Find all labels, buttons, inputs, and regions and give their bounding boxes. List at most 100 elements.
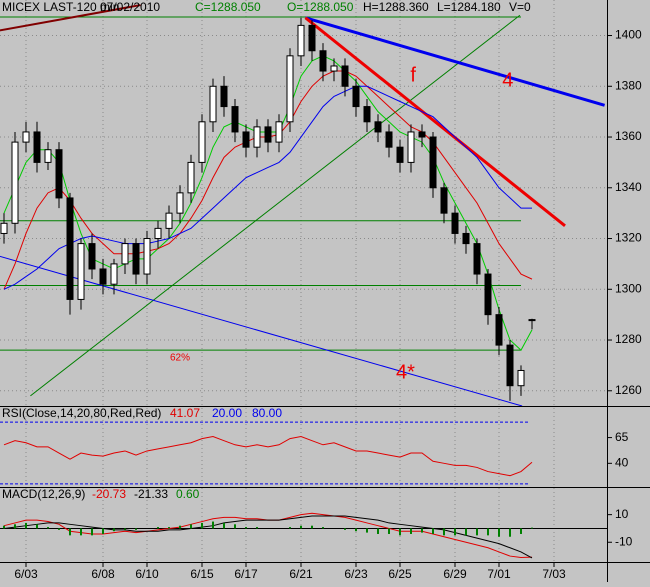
candle-body (429, 136, 437, 189)
candle-body (374, 121, 382, 133)
panel (0, 512, 607, 559)
histogram-bar (311, 525, 313, 529)
histogram-bar (531, 527, 533, 529)
histogram-bar (102, 528, 104, 534)
candle-body (297, 24, 305, 57)
x-tick-label: 6/15 (190, 567, 214, 581)
annotation: 4 (502, 69, 513, 91)
histogram-bar (36, 524, 38, 529)
histogram-bar (399, 528, 401, 536)
histogram-bar (190, 524, 192, 529)
histogram-bar (47, 527, 49, 529)
annotation: 62% (170, 352, 190, 363)
candle-body (363, 106, 371, 123)
candle-body (484, 273, 492, 316)
candle-body (253, 126, 261, 148)
histogram-bar (234, 524, 236, 529)
candle-body (11, 141, 19, 224)
annotation: 4* (396, 361, 415, 383)
series-line (3, 436, 533, 477)
panel-title: RSI(Close,14,20,80,Red,Red) (2, 406, 161, 420)
histogram-bar (179, 525, 181, 529)
histogram-bar (91, 528, 93, 536)
stat: O=1288.050 (287, 0, 354, 14)
histogram-bar (432, 528, 434, 534)
x-tick-label: 6/21 (289, 567, 313, 581)
candle-body (44, 149, 52, 163)
histogram-bar (377, 528, 379, 534)
y-tick-label: 10 (615, 507, 629, 521)
x-tick-label: 7/01 (487, 567, 511, 581)
y-tick-label: -10 (615, 534, 633, 548)
candle-body (220, 85, 228, 108)
histogram-bar (443, 528, 445, 536)
histogram-bar (476, 528, 478, 536)
y-tick-label: 1380 (615, 78, 642, 92)
histogram-bar (113, 528, 115, 532)
x-tick-label: 6/29 (443, 567, 467, 581)
candle-body (308, 24, 316, 52)
candle-body (286, 55, 294, 123)
candle-body (187, 161, 195, 194)
histogram-bar (58, 528, 60, 530)
value-label: -20.73 (92, 487, 126, 501)
candle-body (341, 65, 349, 87)
value-label: -21.33 (134, 487, 168, 501)
histogram-bar (520, 528, 522, 534)
histogram-bar (212, 521, 214, 529)
histogram-bar (69, 528, 71, 536)
histogram-bar (289, 527, 291, 529)
x-tick-label: 6/08 (91, 567, 115, 581)
candle-body (451, 212, 459, 234)
histogram-bar (388, 528, 390, 534)
trend-line (304, 16, 566, 228)
histogram-bar (322, 527, 324, 529)
trend-line (304, 16, 606, 107)
candle-body (231, 106, 239, 133)
trend-line (0, 4, 141, 32)
histogram-bar (80, 528, 82, 536)
histogram-bar (157, 527, 159, 529)
histogram-bar (498, 528, 500, 537)
candle-body (176, 192, 184, 214)
candle-body (275, 121, 283, 143)
candle-body (462, 232, 470, 245)
candle-body (77, 243, 85, 300)
histogram-bar (366, 528, 368, 533)
candle-body (110, 263, 118, 285)
histogram-bar (25, 522, 27, 529)
y-tick-label: 1340 (615, 180, 642, 194)
histogram-bar (245, 527, 247, 529)
histogram-bar (300, 525, 302, 529)
chart-title: MICEX LAST-120 min (2, 0, 119, 14)
candle-body (143, 238, 151, 275)
y-tick-label: 1360 (615, 129, 642, 143)
candle-body (165, 212, 173, 229)
candle-body (242, 131, 250, 148)
candle-body (121, 243, 129, 265)
level-label: 80.00 (252, 406, 282, 420)
value-label: 41.07 (170, 406, 200, 420)
trend-line (30, 14, 521, 397)
histogram-bar (344, 528, 346, 530)
candle-body (407, 131, 415, 163)
candle-body (495, 314, 503, 346)
stat: H=1288.360 (363, 0, 429, 14)
candle-body (66, 197, 74, 300)
histogram-bar (465, 528, 467, 536)
candle-body (264, 126, 272, 143)
histogram-bar (124, 528, 126, 530)
histogram-bar (3, 525, 5, 529)
histogram-bar (168, 527, 170, 529)
histogram-bar (509, 528, 511, 537)
histogram-bar (410, 528, 412, 534)
x-tick-label: 7/03 (542, 567, 566, 581)
histogram-bar (135, 528, 137, 530)
candle-body (396, 146, 404, 163)
stat: C=1288.050 (195, 0, 261, 14)
stat: L=1284.180 (437, 0, 501, 14)
histogram-bar (14, 524, 16, 529)
